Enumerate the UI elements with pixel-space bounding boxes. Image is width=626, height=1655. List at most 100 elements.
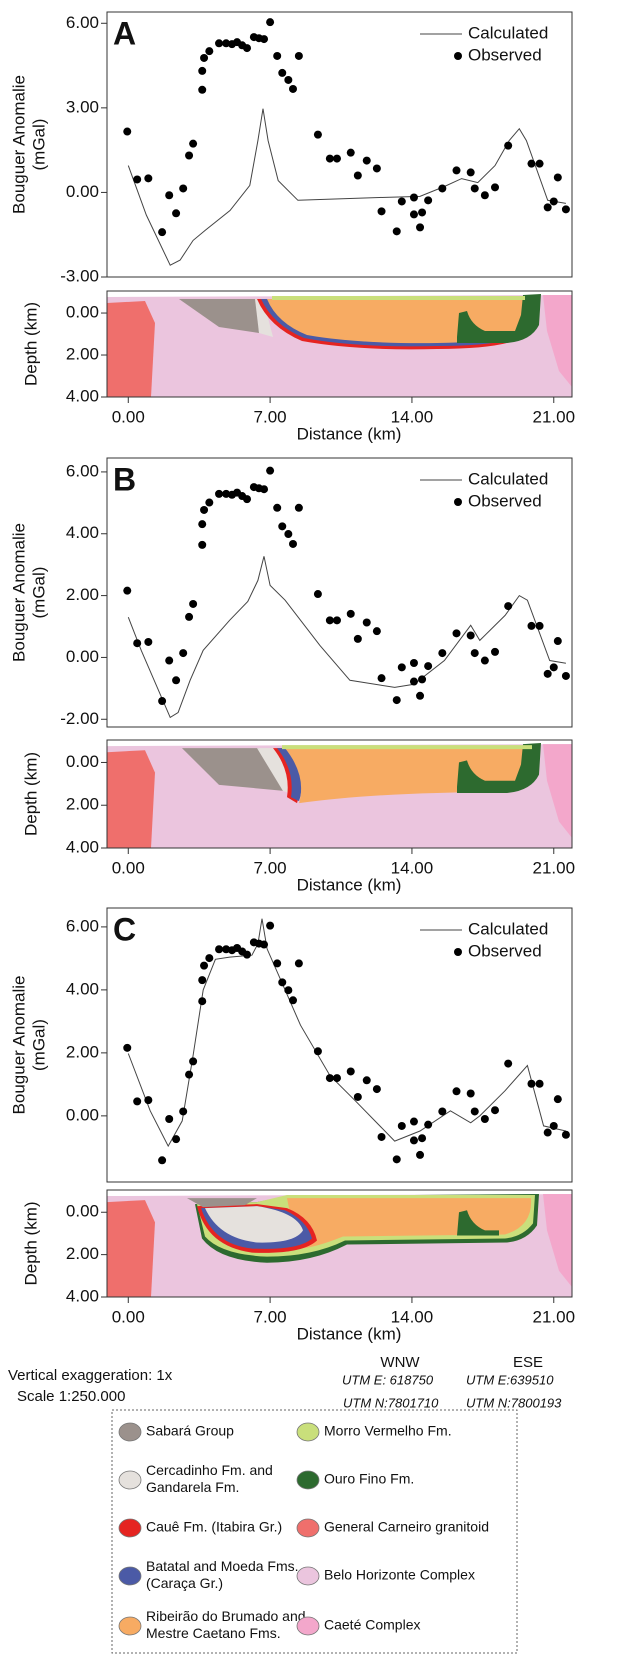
x-tick-label: 0.00 bbox=[112, 1307, 145, 1326]
y-tick-label: 0.00 bbox=[66, 182, 99, 201]
observed-point bbox=[372, 164, 381, 173]
observed-point bbox=[144, 1096, 153, 1105]
observed-point bbox=[260, 940, 269, 949]
observed-point bbox=[470, 649, 479, 658]
observed-point bbox=[416, 1150, 425, 1159]
panel-label: B bbox=[113, 461, 136, 497]
y-axis-title: Bouguer Anomalie bbox=[9, 523, 28, 662]
legend-label: Ribeirão do Brumado and bbox=[146, 1608, 306, 1624]
observed-point bbox=[549, 197, 558, 206]
y-tick-label: -3.00 bbox=[60, 266, 99, 285]
observed-point bbox=[438, 1107, 447, 1116]
legend-swatch bbox=[296, 1566, 320, 1586]
y-axis-title: Bouguer Anomalie bbox=[9, 75, 28, 214]
observed-point bbox=[561, 1130, 570, 1139]
legend-swatch bbox=[118, 1616, 142, 1636]
observed-point bbox=[491, 1106, 500, 1115]
observed-point bbox=[362, 156, 371, 165]
cross-section bbox=[107, 743, 572, 849]
observed-point bbox=[418, 208, 427, 217]
legend-swatch bbox=[118, 1518, 142, 1538]
legend-label: Cercadinho Fm. and bbox=[146, 1462, 273, 1478]
observed-point bbox=[185, 612, 194, 621]
observed-point bbox=[200, 961, 209, 970]
panel-label: A bbox=[113, 15, 136, 51]
observed-point bbox=[278, 522, 287, 531]
geologic-unit bbox=[282, 745, 532, 750]
utm-west-n: UTM N:7801710 bbox=[343, 1395, 439, 1410]
calculated-line bbox=[127, 108, 566, 266]
observed-point bbox=[332, 616, 341, 625]
observed-point bbox=[346, 1067, 355, 1076]
x-tick-label: 14.00 bbox=[391, 407, 434, 426]
observed-point bbox=[346, 609, 355, 618]
observed-point bbox=[243, 495, 252, 504]
legend-label: Observed bbox=[468, 45, 542, 64]
observed-point bbox=[392, 227, 401, 236]
x-tick-label: 21.00 bbox=[532, 858, 575, 877]
observed-point bbox=[198, 540, 207, 549]
x-tick-label: 0.00 bbox=[112, 858, 145, 877]
observed-point bbox=[504, 1059, 513, 1068]
observed-point bbox=[198, 85, 207, 94]
geologic-unit bbox=[543, 744, 572, 838]
observed-point bbox=[346, 148, 355, 157]
y-tick-label: 2.00 bbox=[66, 1244, 99, 1263]
observed-point bbox=[424, 662, 433, 671]
observed-point bbox=[243, 950, 252, 959]
observed-point bbox=[480, 1115, 489, 1124]
x-tick-label: 7.00 bbox=[254, 407, 287, 426]
observed-point bbox=[397, 1121, 406, 1130]
observed-point bbox=[535, 1079, 544, 1088]
observed-point bbox=[424, 196, 433, 205]
observed-point bbox=[452, 629, 461, 638]
y-axis-unit: (mGal) bbox=[29, 1019, 48, 1071]
y-tick-label: 2.00 bbox=[66, 585, 99, 604]
observed-point bbox=[397, 663, 406, 672]
observed-point bbox=[438, 649, 447, 658]
scale: Scale 1:250.000 bbox=[17, 1388, 125, 1405]
observed-point bbox=[372, 1085, 381, 1094]
cross-section bbox=[107, 1194, 572, 1298]
observed-point bbox=[325, 616, 334, 625]
x-axis-title: Distance (km) bbox=[297, 424, 402, 443]
geologic-unit bbox=[182, 748, 285, 791]
observed-point bbox=[278, 68, 287, 77]
observed-point bbox=[198, 520, 207, 529]
observed-point bbox=[527, 621, 536, 630]
x-tick-label: 21.00 bbox=[532, 407, 575, 426]
observed-point bbox=[527, 159, 536, 168]
observed-point bbox=[179, 649, 188, 658]
observed-point bbox=[189, 599, 198, 608]
observed-point bbox=[222, 39, 231, 48]
observed-point bbox=[466, 1089, 475, 1098]
observed-point bbox=[332, 1074, 341, 1083]
observed-point bbox=[273, 51, 282, 60]
observed-point bbox=[353, 1092, 362, 1101]
observed-point bbox=[294, 51, 303, 60]
observed-point bbox=[165, 1115, 174, 1124]
observed-point bbox=[260, 35, 269, 44]
observed-point bbox=[409, 1117, 418, 1126]
observed-point bbox=[480, 191, 489, 200]
observed-point bbox=[535, 621, 544, 630]
observed-point bbox=[198, 976, 207, 985]
observed-point bbox=[470, 1107, 479, 1116]
observed-point bbox=[189, 1057, 198, 1066]
observed-point bbox=[325, 1074, 334, 1083]
legend-swatch bbox=[296, 1518, 320, 1538]
legend-swatch bbox=[296, 1470, 320, 1490]
observed-point bbox=[294, 503, 303, 512]
y-axis-title: Depth (km) bbox=[21, 752, 40, 836]
y-tick-label: 2.00 bbox=[66, 795, 99, 814]
geologic-unit bbox=[543, 295, 572, 387]
legend-swatch bbox=[296, 1422, 320, 1442]
observed-point bbox=[549, 1121, 558, 1130]
observed-point bbox=[158, 228, 167, 237]
observed-point bbox=[452, 166, 461, 175]
legend-swatch bbox=[296, 1616, 320, 1636]
legend-dot bbox=[454, 948, 462, 956]
y-tick-label: 6.00 bbox=[66, 916, 99, 935]
geologic-unit bbox=[272, 296, 525, 300]
